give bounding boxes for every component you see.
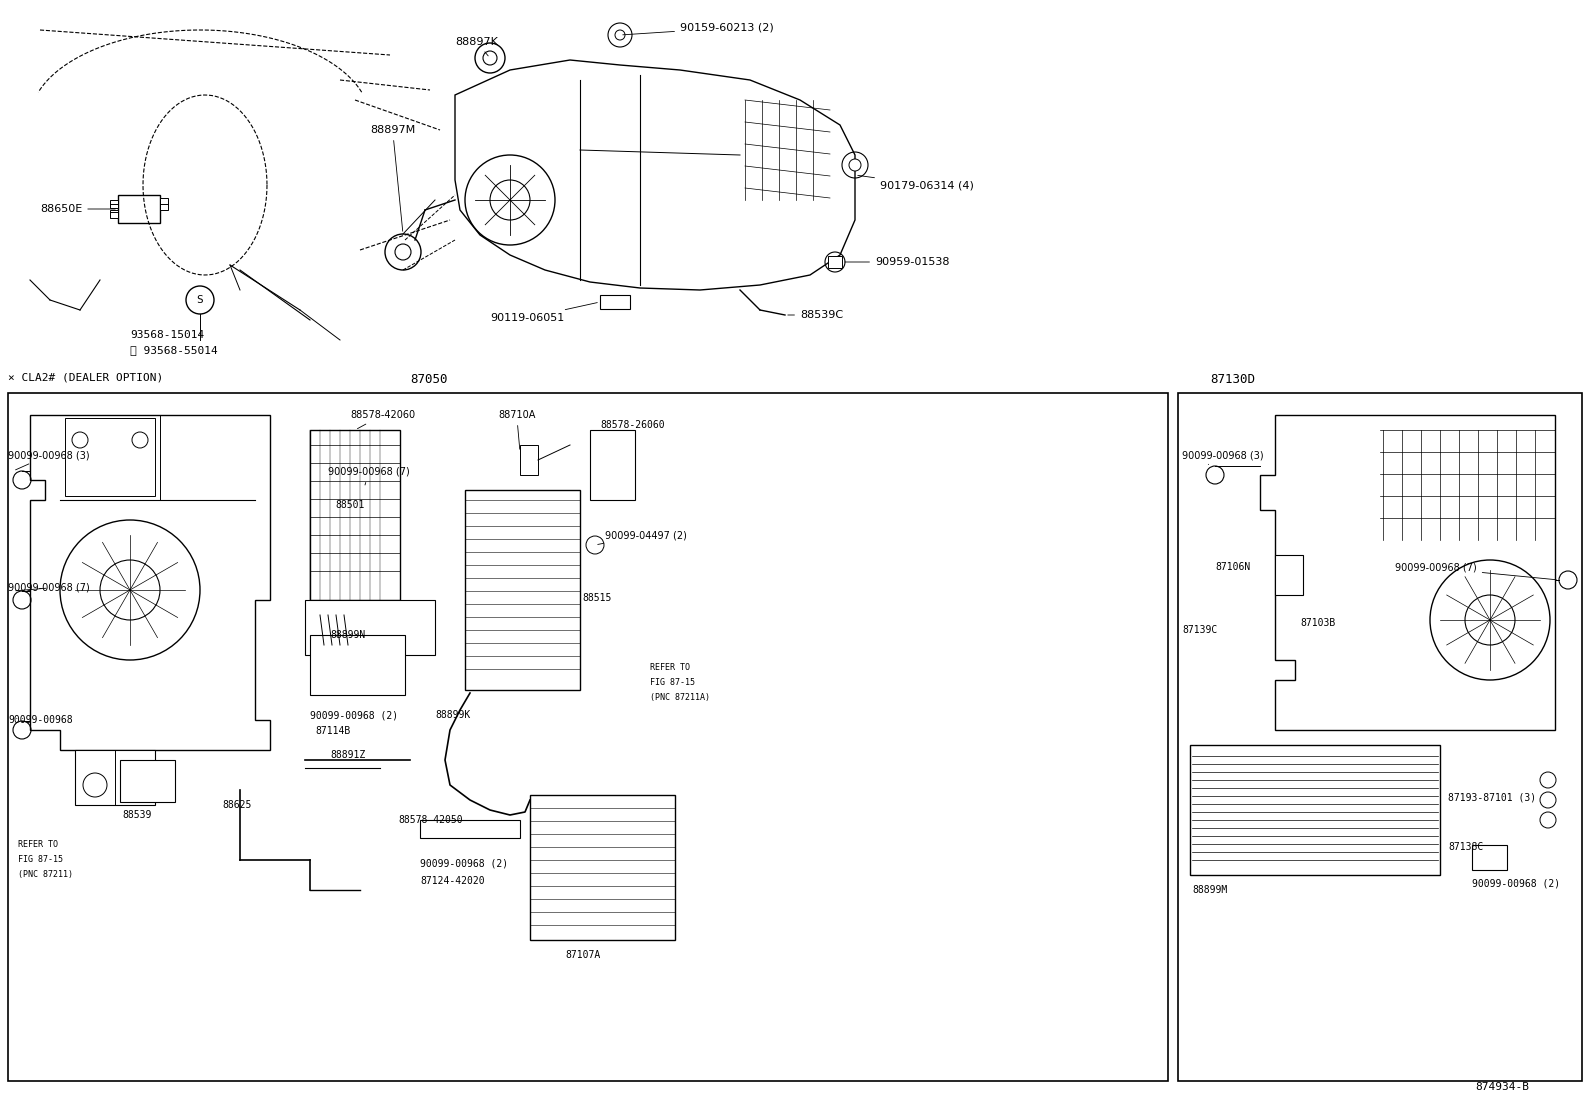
Text: 88650E: 88650E: [40, 204, 115, 214]
Text: 90159-60213 (2): 90159-60213 (2): [622, 23, 774, 35]
Bar: [828, 256, 842, 268]
Text: 90099-04497 (2): 90099-04497 (2): [597, 530, 686, 544]
Text: FIG 87-15: FIG 87-15: [18, 855, 64, 864]
Text: 874934-B: 874934-B: [1476, 1083, 1528, 1092]
Text: 87103B: 87103B: [1301, 618, 1336, 628]
Bar: [110, 200, 118, 208]
Text: 93568-15014: 93568-15014: [131, 330, 204, 340]
Text: 90959-01538: 90959-01538: [845, 257, 949, 267]
Text: 90099-00968 (7): 90099-00968 (7): [8, 582, 89, 593]
Circle shape: [395, 244, 411, 260]
Text: FIG 87-15: FIG 87-15: [650, 678, 696, 687]
Text: 88578-26060: 88578-26060: [600, 420, 664, 430]
Bar: [110, 210, 118, 218]
Text: ※ 93568-55014: ※ 93568-55014: [131, 345, 218, 355]
Bar: [1189, 745, 1441, 875]
Bar: [118, 195, 161, 223]
Text: 88539: 88539: [123, 810, 151, 820]
Text: 90099-00968: 90099-00968: [8, 715, 73, 725]
Text: REFER TO: REFER TO: [650, 663, 689, 671]
Text: 87139C: 87139C: [1181, 625, 1218, 635]
Text: × CLA2# (DEALER OPTION): × CLA2# (DEALER OPTION): [8, 373, 164, 382]
Text: 90119-06051: 90119-06051: [490, 302, 597, 323]
Polygon shape: [1259, 415, 1555, 730]
Text: 88899N: 88899N: [330, 630, 365, 640]
Bar: [161, 198, 169, 210]
Text: 88897M: 88897M: [369, 125, 416, 231]
Bar: [530, 795, 675, 940]
Bar: [119, 761, 175, 802]
Text: S: S: [197, 295, 204, 306]
Text: 87107A: 87107A: [565, 950, 600, 961]
Text: 88897K: 88897K: [455, 37, 498, 56]
Text: 90099-00968 (2): 90099-00968 (2): [1473, 878, 1560, 888]
Circle shape: [482, 51, 497, 65]
Text: 88578-42050: 88578-42050: [398, 815, 463, 825]
Text: 88625: 88625: [221, 800, 252, 810]
Text: 87130D: 87130D: [1210, 373, 1254, 386]
Bar: [1275, 555, 1302, 595]
Bar: [600, 295, 630, 309]
Text: 87114B: 87114B: [315, 726, 350, 736]
Polygon shape: [30, 415, 271, 750]
Text: (PNC 87211): (PNC 87211): [18, 870, 73, 879]
Text: 88539C: 88539C: [788, 310, 844, 320]
Text: 88578-42060: 88578-42060: [350, 410, 416, 429]
Text: 87138C: 87138C: [1449, 842, 1484, 852]
Text: 90099-00968 (2): 90099-00968 (2): [420, 858, 508, 868]
Bar: [75, 750, 154, 804]
Text: 90099-00968 (3): 90099-00968 (3): [8, 449, 89, 470]
Text: 90099-00968 (2): 90099-00968 (2): [310, 710, 398, 720]
Text: 87050: 87050: [411, 373, 447, 386]
Bar: [310, 635, 404, 695]
Text: 90099-00968 (7): 90099-00968 (7): [1395, 563, 1557, 580]
Circle shape: [849, 159, 861, 171]
Bar: [521, 445, 538, 475]
Circle shape: [615, 30, 626, 40]
Text: 88891Z: 88891Z: [330, 750, 365, 761]
Bar: [310, 430, 400, 600]
Bar: [306, 600, 435, 655]
Text: 90099-00968 (3): 90099-00968 (3): [1181, 449, 1264, 465]
Text: 88899M: 88899M: [1192, 885, 1227, 895]
Text: REFER TO: REFER TO: [18, 840, 57, 850]
Text: 88501: 88501: [334, 500, 365, 510]
Bar: [1473, 845, 1508, 870]
Text: 87106N: 87106N: [1215, 562, 1250, 571]
Text: 90099-00968 (7): 90099-00968 (7): [328, 467, 409, 485]
Bar: [465, 490, 579, 690]
Bar: [591, 430, 635, 500]
Text: 87193-87101 (3): 87193-87101 (3): [1449, 793, 1536, 803]
Text: 88515: 88515: [583, 593, 611, 603]
Text: 88710A: 88710A: [498, 410, 535, 449]
Text: 90179-06314 (4): 90179-06314 (4): [858, 176, 974, 190]
Bar: [8, 393, 1169, 1081]
Bar: [1178, 393, 1582, 1081]
Bar: [65, 418, 154, 496]
Text: (PNC 87211A): (PNC 87211A): [650, 693, 710, 702]
Text: 87124-42020: 87124-42020: [420, 876, 484, 886]
Bar: [420, 820, 521, 839]
Text: 88899K: 88899K: [435, 710, 470, 720]
Polygon shape: [455, 60, 855, 290]
